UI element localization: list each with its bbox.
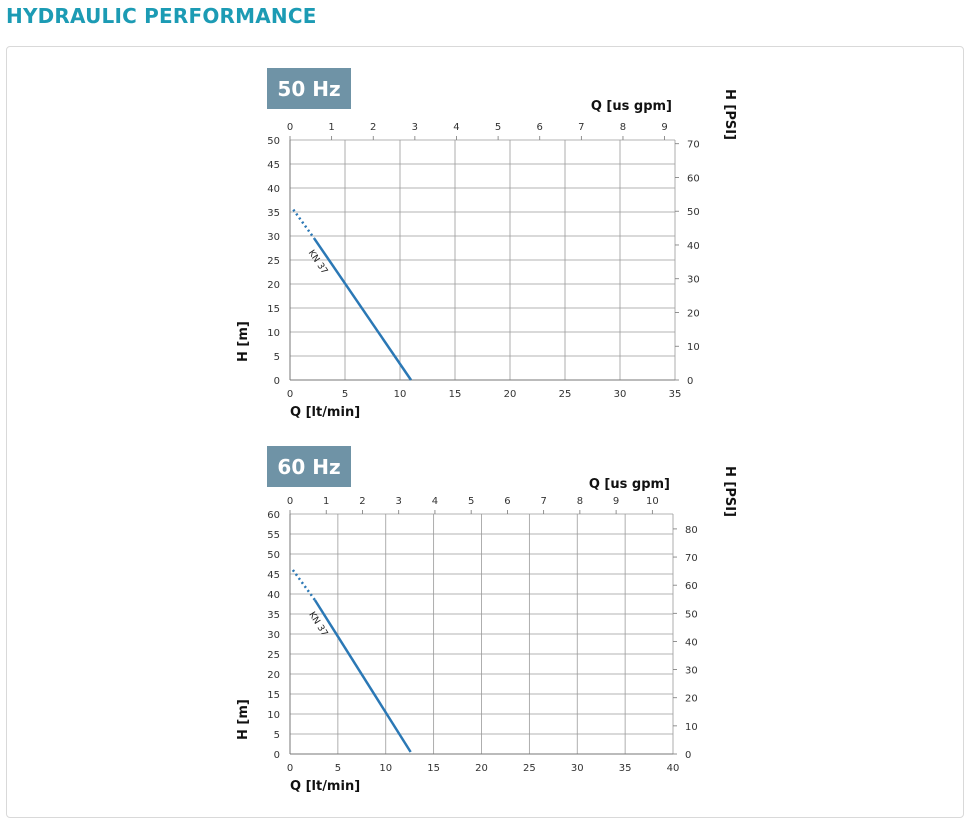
curve-label: KN 37 [306,248,329,276]
y-tick-label: 20 [267,280,280,291]
x-tick-label: 20 [475,763,488,774]
x-tick-label: 25 [559,389,572,400]
y-tick-label: 15 [267,690,280,701]
y2-tick-label: 60 [685,581,698,592]
y-tick-label: 55 [267,530,280,541]
x2-tick-label: 3 [412,122,418,133]
x-tick-label: 25 [523,763,536,774]
x2-tick-label: 7 [578,122,584,133]
y-tick-label: 5 [274,730,280,741]
x-tick-label: 35 [619,763,632,774]
x-tick-label: 0 [287,389,293,400]
x2-tick-label: 4 [453,122,459,133]
y2-tick-label: 60 [687,173,700,184]
y2-tick-label: 50 [685,609,698,620]
x-tick-label: 40 [667,763,680,774]
y-tick-label: 25 [267,256,280,267]
x2-tick-label: 1 [328,122,334,133]
x-tick-label: 10 [379,763,392,774]
y2-tick-label: 80 [685,525,698,536]
y2-axis-label: H [PSI] [722,466,737,517]
y-tick-label: 35 [267,208,280,219]
y-tick-label: 0 [274,750,280,761]
x-tick-label: 5 [342,389,348,400]
y-tick-label: 40 [267,590,280,601]
y2-tick-label: 50 [687,207,700,218]
x-tick-label: 35 [669,389,682,400]
y-tick-label: 10 [267,710,280,721]
x2-tick-label: 9 [661,122,667,133]
y2-tick-label: 40 [685,637,698,648]
pump-curve-dotted-extension [292,208,316,240]
pump-curve-line [313,599,412,753]
x2-tick-label: 6 [537,122,543,133]
y2-tick-label: 20 [687,308,700,319]
x2-tick-label: 0 [287,496,293,507]
frequency-badge-label: 60 Hz [277,455,340,479]
y2-tick-label: 20 [685,694,698,705]
y-tick-label: 45 [267,570,280,581]
y2-axis-label: H [PSI] [722,89,737,140]
y-axis-label: H [m] [236,321,251,362]
y-tick-label: 30 [267,630,280,641]
x2-tick-label: 10 [646,496,659,507]
x2-tick-label: 8 [577,496,583,507]
x2-tick-label: 1 [323,496,329,507]
x2-tick-label: 5 [468,496,474,507]
y2-tick-label: 10 [685,722,698,733]
frequency-badge [267,446,351,487]
y2-tick-label: 40 [687,241,700,252]
page-title: HYDRAULIC PERFORMANCE [6,4,317,28]
x2-tick-label: 9 [613,496,619,507]
frequency-badge-label: 50 Hz [277,77,340,101]
x2-tick-label: 5 [495,122,501,133]
x2-tick-label: 8 [620,122,626,133]
x2-tick-label: 7 [540,496,546,507]
y-tick-label: 60 [267,510,280,521]
y-tick-label: 10 [267,328,280,339]
y-tick-label: 50 [267,136,280,147]
pump-curve-dotted-extension [291,569,316,601]
x-tick-label: 15 [449,389,462,400]
x-tick-label: 10 [394,389,407,400]
x2-tick-label: 6 [504,496,510,507]
y2-tick-label: 30 [687,275,700,286]
y-tick-label: 25 [267,650,280,661]
y-tick-label: 0 [274,376,280,387]
y-tick-label: 40 [267,184,280,195]
x2-axis-label: Q [us gpm] [591,99,672,114]
y-tick-label: 20 [267,670,280,681]
chart-panel [6,46,964,818]
x-tick-label: 20 [504,389,517,400]
y2-tick-label: 30 [685,666,698,677]
y2-tick-label: 0 [685,750,691,761]
y-tick-label: 15 [267,304,280,315]
x-tick-label: 5 [335,763,341,774]
x2-tick-label: 3 [396,496,402,507]
x2-tick-label: 0 [287,122,293,133]
x2-tick-label: 2 [359,496,365,507]
x2-tick-label: 4 [432,496,438,507]
y-tick-label: 5 [274,352,280,363]
x-tick-label: 0 [287,763,293,774]
y2-tick-label: 0 [687,376,693,387]
x-tick-label: 30 [571,763,584,774]
pump-curve-line [313,237,413,381]
y2-tick-label: 10 [687,342,700,353]
x2-tick-label: 2 [370,122,376,133]
x-axis-label: Q [lt/min] [290,405,360,420]
y-tick-label: 50 [267,550,280,561]
y-axis-label: H [m] [236,699,251,740]
y2-tick-label: 70 [687,140,700,151]
x-tick-label: 30 [614,389,627,400]
x-axis-label: Q [lt/min] [290,779,360,794]
y-tick-label: 30 [267,232,280,243]
y-tick-label: 45 [267,160,280,171]
x2-axis-label: Q [us gpm] [589,477,670,492]
frequency-badge [267,68,351,109]
x-tick-label: 15 [427,763,440,774]
y2-tick-label: 70 [685,553,698,564]
y-tick-label: 35 [267,610,280,621]
